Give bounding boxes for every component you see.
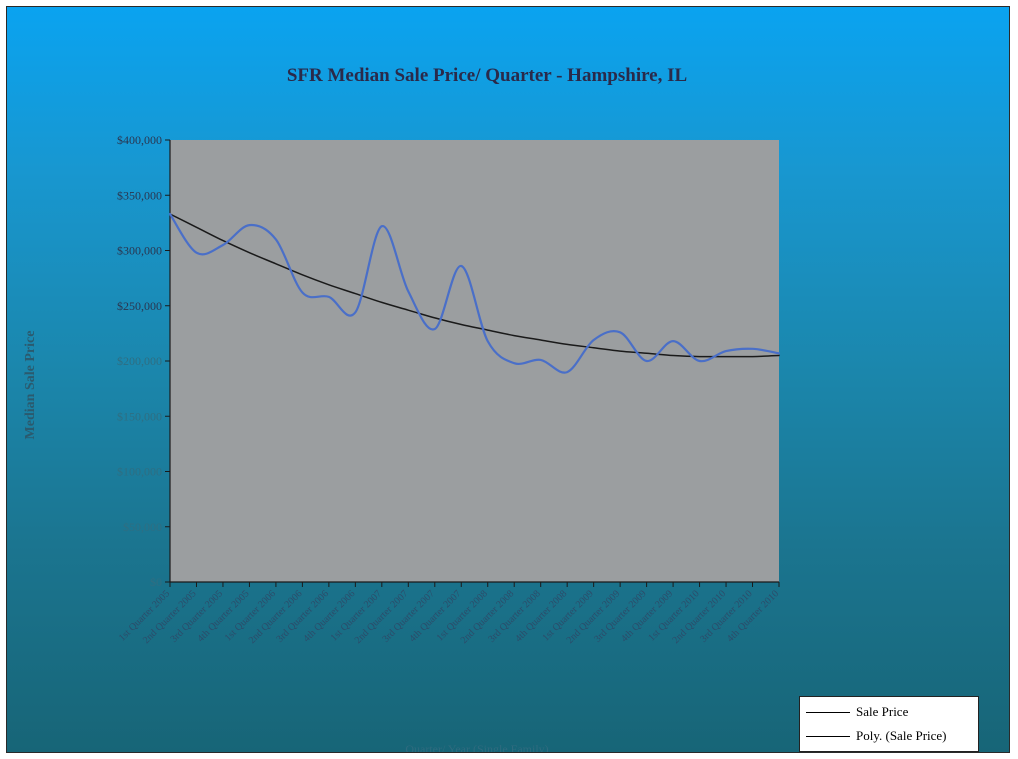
legend: Sale Price Poly. (Sale Price): [799, 696, 979, 752]
y-tick-label: $0: [150, 575, 162, 589]
y-axis-title: Median Sale Price: [23, 330, 38, 440]
legend-label-sale-price: Sale Price: [856, 704, 909, 719]
chart-frame: SFR Median Sale Price/ Quarter - Hampshi…: [6, 6, 1010, 753]
x-axis-title: Quarter/ Year (Single Family): [405, 742, 549, 753]
legend-swatch-sale-price: [806, 711, 850, 713]
y-tick-label: $400,000: [117, 133, 162, 147]
y-tick-label: $100,000: [117, 465, 162, 479]
y-tick-label: $350,000: [117, 188, 162, 202]
plot-area: [170, 140, 779, 582]
legend-entry-sale-price: Sale Price: [806, 703, 908, 721]
chart-title: SFR Median Sale Price/ Quarter - Hampshi…: [286, 65, 688, 86]
legend-entry-poly-trend: Poly. (Sale Price): [806, 727, 947, 745]
y-tick-label: $50,000: [123, 520, 162, 534]
legend-label-poly-trend: Poly. (Sale Price): [856, 728, 947, 743]
y-tick-label: $250,000: [117, 299, 162, 313]
series-line-sale-price: [168, 212, 781, 374]
y-tick-label: $200,000: [117, 354, 162, 368]
y-tick-label: $300,000: [117, 244, 162, 258]
legend-swatch-poly-trend: [806, 735, 850, 737]
series-line-poly-trend: [169, 213, 780, 358]
y-tick-label: $150,000: [117, 409, 162, 423]
chart-svg: $0 $50,000 $100,000 $150,000 $200,000 $250,00…: [117, 133, 781, 646]
